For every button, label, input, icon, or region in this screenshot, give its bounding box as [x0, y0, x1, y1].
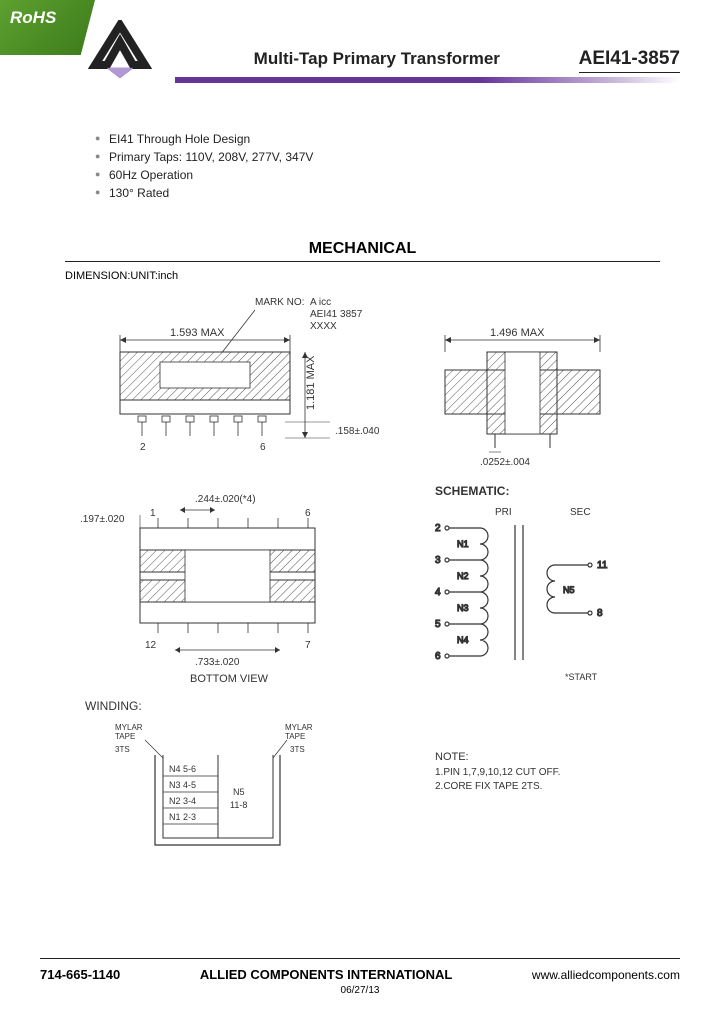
svg-text:N1: N1 [457, 539, 469, 549]
svg-text:6: 6 [305, 508, 311, 519]
svg-text:3TS: 3TS [115, 745, 130, 754]
svg-text:N2 3-4: N2 3-4 [169, 796, 196, 806]
mechanical-diagrams: MARK NO: A icc AEI41 3857 XXXX 1.593 MAX [65, 290, 660, 870]
svg-text:BOTTOM VIEW: BOTTOM VIEW [190, 673, 269, 685]
company-logo [85, 20, 155, 87]
svg-text:N5: N5 [563, 585, 575, 595]
svg-text:SEC: SEC [570, 507, 591, 518]
section-title: MECHANICAL [65, 240, 660, 262]
svg-text:1.PIN 1,7,9,10,12 CUT OFF.: 1.PIN 1,7,9,10,12 CUT OFF. [435, 767, 560, 778]
feature-list: EI41 Through Hole Design Primary Taps: 1… [95, 130, 313, 202]
front-view: MARK NO: A icc AEI41 3857 XXXX 1.593 MAX [120, 297, 380, 453]
svg-text:.197±.020: .197±.020 [80, 514, 125, 525]
svg-text:MARK NO:: MARK NO: [255, 297, 304, 308]
svg-text:2.CORE FIX TAPE 2TS.: 2.CORE FIX TAPE 2TS. [435, 781, 542, 792]
header: Multi-Tap Primary Transformer AEI41-3857 [60, 20, 680, 83]
svg-text:.733±.020: .733±.020 [195, 657, 240, 668]
svg-text:MYLAR: MYLAR [285, 723, 313, 732]
svg-text:WINDING:: WINDING: [85, 699, 142, 713]
svg-text:A icc: A icc [310, 297, 331, 308]
svg-text:N2: N2 [457, 571, 469, 581]
rohs-text: RoHS [10, 8, 56, 28]
svg-text:N4 5-6: N4 5-6 [169, 764, 196, 774]
svg-text:6: 6 [435, 651, 441, 662]
svg-text:N1 2-3: N1 2-3 [169, 812, 196, 822]
svg-text:TAPE: TAPE [115, 732, 135, 741]
feature-item: EI41 Through Hole Design [95, 130, 313, 148]
svg-text:SCHEMATIC:: SCHEMATIC: [435, 484, 509, 498]
svg-text:11-8: 11-8 [230, 800, 247, 810]
feature-item: 60Hz Operation [95, 166, 313, 184]
svg-text:3TS: 3TS [290, 745, 305, 754]
svg-text:PRI: PRI [495, 507, 512, 518]
svg-text:TAPE: TAPE [285, 732, 305, 741]
svg-text:1.593 MAX: 1.593 MAX [170, 327, 225, 339]
svg-text:NOTE:: NOTE: [435, 751, 469, 763]
feature-item: 130° Rated [95, 184, 313, 202]
svg-text:1: 1 [150, 508, 156, 519]
svg-text:6: 6 [260, 442, 266, 453]
svg-text:N3 4-5: N3 4-5 [169, 780, 196, 790]
header-divider [175, 77, 680, 83]
svg-text:.0252±.004: .0252±.004 [480, 457, 530, 468]
footer-date: 06/27/13 [0, 985, 720, 996]
svg-text:*START: *START [565, 672, 598, 682]
svg-text:5: 5 [435, 619, 441, 630]
svg-text:XXXX: XXXX [310, 321, 337, 332]
svg-text:2: 2 [140, 442, 146, 453]
svg-text:MYLAR: MYLAR [115, 723, 143, 732]
svg-text:N5: N5 [233, 787, 245, 797]
svg-text:11: 11 [597, 560, 608, 571]
winding-diagram: WINDING: MYLAR TAPE 3TS MYLAR TAPE 3TS [85, 699, 313, 845]
schematic: SCHEMATIC: PRI SEC 2 3 4 5 6 [435, 484, 608, 682]
svg-text:N4: N4 [457, 635, 469, 645]
svg-text:AEI41 3857: AEI41 3857 [310, 309, 363, 320]
footer-url: www.alliedcomponents.com [532, 968, 680, 982]
dimension-unit-label: DIMENSION:UNIT:inch [65, 270, 178, 282]
svg-text:4: 4 [435, 587, 441, 598]
svg-text:7: 7 [305, 640, 311, 651]
svg-text:.158±.040: .158±.040 [335, 426, 380, 437]
svg-text:12: 12 [145, 640, 157, 651]
footer-phone: 714-665-1140 [40, 967, 120, 982]
footer: 714-665-1140 ALLIED COMPONENTS INTERNATI… [40, 958, 680, 982]
svg-text:.244±.020(*4): .244±.020(*4) [195, 494, 256, 505]
svg-text:1.181 MAX: 1.181 MAX [305, 355, 317, 410]
bottom-view: .244±.020(*4) .197±.020 [80, 494, 315, 685]
side-view: 1.496 MAX .0252±.004 [445, 327, 600, 468]
svg-text:8: 8 [597, 608, 603, 619]
svg-text:N3: N3 [457, 603, 469, 613]
svg-text:3: 3 [435, 555, 441, 566]
svg-text:1.496 MAX: 1.496 MAX [490, 327, 545, 339]
notes: NOTE: 1.PIN 1,7,9,10,12 CUT OFF. 2.CORE … [435, 751, 560, 792]
footer-company: ALLIED COMPONENTS INTERNATIONAL [200, 967, 453, 982]
svg-text:2: 2 [435, 523, 441, 534]
feature-item: Primary Taps: 110V, 208V, 277V, 347V [95, 148, 313, 166]
part-number: AEI41-3857 [579, 48, 680, 73]
page-title: Multi-Tap Primary Transformer [175, 49, 579, 69]
